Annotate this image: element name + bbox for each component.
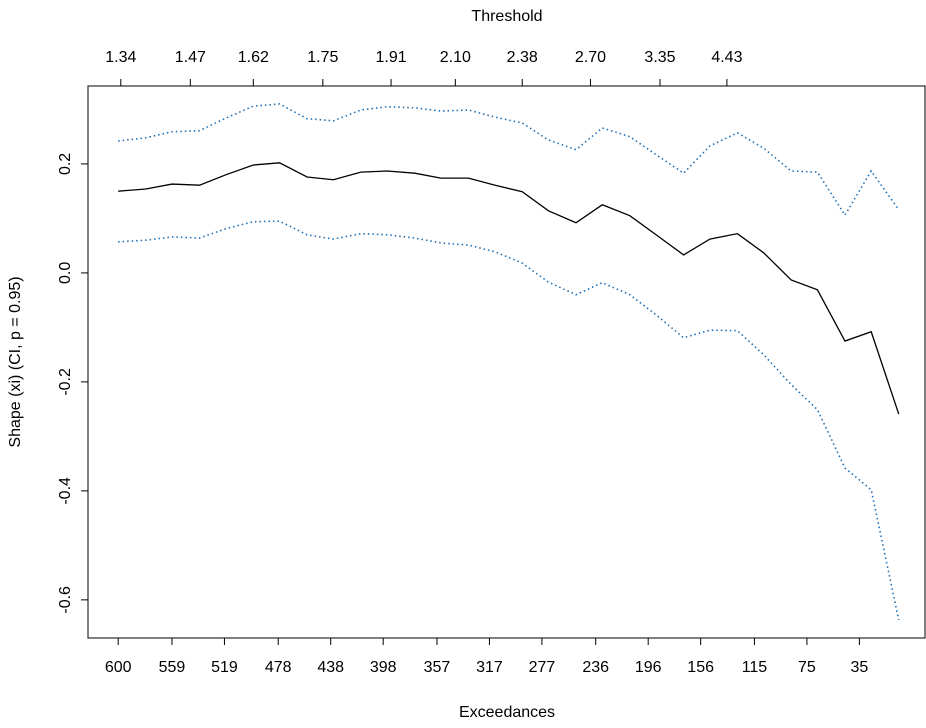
top-tick-label: 1.75 [307,49,338,66]
x-tick-label: 398 [370,659,397,676]
x-tick-label: 438 [317,659,344,676]
x-axis-title: Exceedances [459,704,555,721]
series-line [118,103,900,217]
top-tick-label: 1.47 [175,49,206,66]
top-tick-label: 2.70 [575,49,606,66]
top-tick-label: 1.91 [375,49,406,66]
y-tick-label: 0.0 [57,262,74,284]
x-tick-label: 196 [635,659,662,676]
x-tick-label: 600 [105,659,132,676]
series-line [118,162,900,415]
x-tick-label: 115 [742,659,768,676]
x-tick-label: 35 [851,659,869,676]
x-tick-label: 357 [424,659,451,676]
x-tick-label: 75 [798,659,816,676]
x-tick-label: 317 [476,659,503,676]
top-tick-label: 1.62 [238,49,269,66]
top-tick-label: 1.34 [105,49,136,66]
top-tick-label: 4.43 [711,49,742,66]
x-tick-label: 156 [687,659,714,676]
top-tick-label: 2.38 [507,49,538,66]
y-tick-label: 0.2 [57,153,74,175]
plot-box [87,85,926,639]
y-axis-title: Shape (xi) (CI, p = 0.95) [7,276,24,447]
x-tick-label: 559 [159,659,186,676]
x-tick-label: 236 [582,659,609,676]
top-axis-title: Threshold [471,8,542,25]
x-tick-label: 478 [265,659,292,676]
x-tick-label: 277 [529,659,556,676]
x-tick-label: 519 [211,659,238,676]
top-tick-label: 2.10 [440,49,471,66]
top-tick-label: 3.35 [644,49,675,66]
y-tick-label: -0.2 [57,368,74,396]
y-tick-label: -0.4 [57,477,74,505]
y-tick-label: -0.6 [57,586,74,614]
series-line [118,220,900,621]
